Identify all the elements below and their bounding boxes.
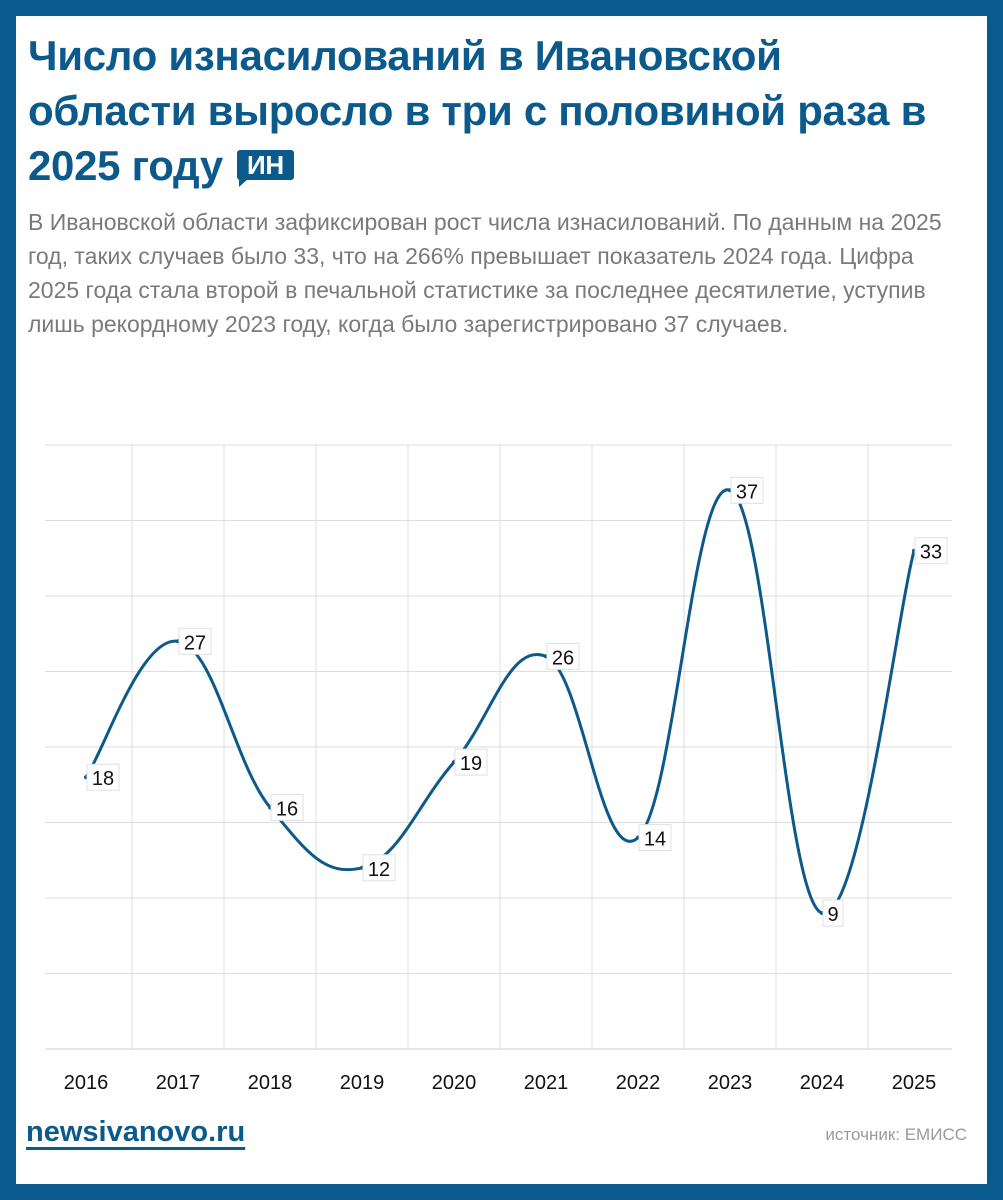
card-background xyxy=(16,16,987,1184)
x-tick-label: 2025 xyxy=(892,1072,937,1094)
data-label: 27 xyxy=(184,632,206,654)
page-title: Число изнасилований в Ивановской области… xyxy=(28,28,948,193)
data-label-box xyxy=(178,627,212,655)
description: В Ивановской области зафиксирован рост ч… xyxy=(28,209,942,337)
data-label: 16 xyxy=(276,798,298,820)
data-label: 33 xyxy=(920,542,942,564)
x-tick-label: 2017 xyxy=(156,1072,201,1094)
data-label-box xyxy=(362,854,396,882)
data-label-box xyxy=(730,476,764,504)
data-label-box xyxy=(86,763,120,791)
source-note: источник: ЕМИСС xyxy=(825,1125,967,1144)
x-tick-label: 2019 xyxy=(340,1072,385,1094)
data-label-box xyxy=(914,537,948,565)
x-tick-label: 2023 xyxy=(708,1072,753,1094)
x-tick-label: 2024 xyxy=(800,1072,845,1094)
data-label: 37 xyxy=(736,481,758,503)
title-text: Число изнасилований в Ивановской области… xyxy=(28,32,927,189)
x-tick-label: 2022 xyxy=(616,1072,661,1094)
brand-logo: ИН xyxy=(236,150,294,187)
data-label-box xyxy=(822,899,844,927)
data-label-box xyxy=(454,748,488,776)
x-tick-label: 2018 xyxy=(248,1072,293,1094)
data-label: 26 xyxy=(552,647,574,669)
data-label: 14 xyxy=(644,829,666,851)
series-line xyxy=(84,488,916,915)
data-label-box xyxy=(546,642,580,670)
data-label-box xyxy=(638,824,672,852)
data-label-box xyxy=(270,793,304,821)
x-tick-label: 2016 xyxy=(64,1072,109,1094)
data-label: 18 xyxy=(92,768,114,790)
site-link[interactable]: newsivanovo.ru xyxy=(26,1116,246,1148)
data-label: 19 xyxy=(460,753,482,775)
data-label: 9 xyxy=(827,904,838,926)
x-tick-label: 2020 xyxy=(432,1072,477,1094)
data-label: 12 xyxy=(368,859,390,881)
x-tick-label: 2021 xyxy=(524,1072,569,1094)
